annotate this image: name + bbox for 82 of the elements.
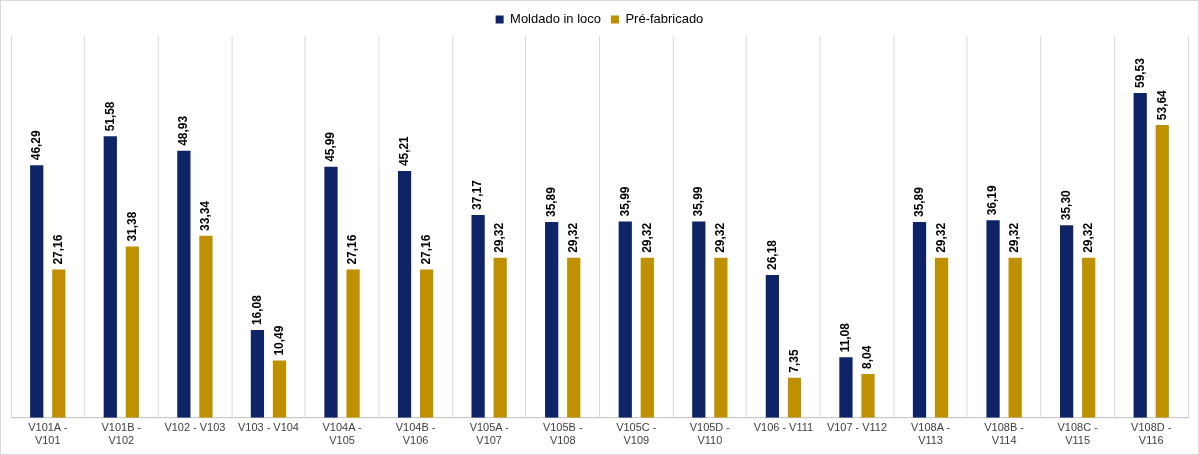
data-label: 29,32	[713, 222, 728, 253]
x-tick-label: V108B - V114	[984, 421, 1025, 447]
data-label: 10,49	[271, 325, 286, 356]
x-tick-label: V108C - V115	[1057, 421, 1099, 447]
bar	[125, 246, 139, 418]
data-label: 45,99	[323, 131, 338, 162]
bar	[199, 235, 213, 418]
data-label: 29,32	[933, 222, 948, 253]
bar	[324, 166, 338, 418]
legend-label: Moldado in loco	[510, 11, 601, 26]
data-label: 51,58	[102, 101, 117, 132]
data-label: 37,17	[470, 179, 485, 210]
bar	[986, 220, 1000, 418]
x-tick-label: V102 - V103	[164, 421, 226, 434]
x-tick-label: V105B - V108	[542, 421, 583, 447]
bar	[912, 221, 927, 418]
bar	[545, 221, 559, 418]
data-label: 59,53	[1132, 57, 1147, 88]
x-tick-label: V108A - V113	[911, 421, 951, 447]
bar	[103, 136, 117, 418]
bar	[567, 257, 581, 418]
bar	[177, 150, 191, 418]
data-label: 46,29	[29, 130, 44, 161]
bar	[397, 171, 412, 418]
data-label: 31,38	[124, 211, 139, 242]
data-label: 11,08	[838, 322, 853, 353]
x-tick-label: V104B - V106	[395, 421, 436, 447]
data-label: 29,32	[1081, 222, 1096, 253]
bar	[493, 257, 507, 418]
bar	[692, 221, 706, 418]
x-tick-label: V105C - V109	[616, 421, 657, 447]
data-label: 35,99	[691, 186, 706, 217]
data-label: 35,89	[543, 186, 558, 217]
bar	[1060, 225, 1074, 418]
bar	[250, 330, 265, 418]
legend-label: Pré-fabricado	[625, 11, 704, 26]
data-label: 35,89	[911, 186, 926, 217]
bar	[1082, 257, 1096, 418]
bar	[420, 269, 434, 418]
bar	[618, 221, 632, 418]
data-label: 33,34	[198, 200, 213, 231]
data-label: 29,32	[1007, 222, 1022, 253]
bar	[839, 357, 853, 418]
x-tick-label: V101B - V102	[101, 421, 142, 447]
data-label: 35,99	[617, 186, 632, 217]
bar	[765, 274, 779, 418]
x-tick-label: V101A - V101	[28, 421, 68, 447]
x-tick-label: V104A - V105	[322, 421, 362, 447]
data-label: 29,32	[492, 222, 507, 253]
data-label: 27,16	[51, 234, 66, 265]
bar	[640, 257, 654, 418]
data-label: 27,16	[418, 234, 433, 265]
bar	[1008, 257, 1022, 418]
data-label: 27,16	[345, 234, 360, 265]
x-tick-label: V105A - V107	[469, 421, 510, 447]
bar	[787, 377, 802, 418]
data-label: 53,64	[1154, 89, 1169, 121]
data-label: 29,32	[639, 222, 654, 253]
bar	[1155, 125, 1169, 418]
x-tick-label: V103 - V104	[237, 421, 299, 434]
bar	[934, 257, 949, 418]
x-tick-label: V106 - V111	[753, 421, 814, 434]
x-tick-label: V107 - V112	[826, 421, 888, 434]
x-tick-label: V105D - V110	[689, 421, 731, 447]
bar	[471, 214, 485, 418]
bar	[346, 269, 360, 418]
data-label: 8,04	[860, 345, 875, 369]
data-label: 16,08	[249, 294, 264, 326]
data-label: 35,30	[1058, 189, 1073, 221]
bar	[272, 360, 287, 418]
data-label: 26,18	[764, 239, 779, 270]
bar	[52, 269, 66, 418]
bar	[1133, 92, 1147, 418]
data-label: 7,35	[786, 349, 801, 373]
bar	[30, 165, 44, 418]
bar	[714, 257, 728, 418]
data-label: 48,93	[176, 115, 191, 146]
x-tick-label: V108D - V116	[1131, 421, 1172, 447]
data-label: 29,32	[566, 222, 581, 253]
bar	[861, 373, 875, 418]
data-label: 36,19	[985, 185, 1000, 216]
data-label: 45,21	[396, 135, 411, 167]
